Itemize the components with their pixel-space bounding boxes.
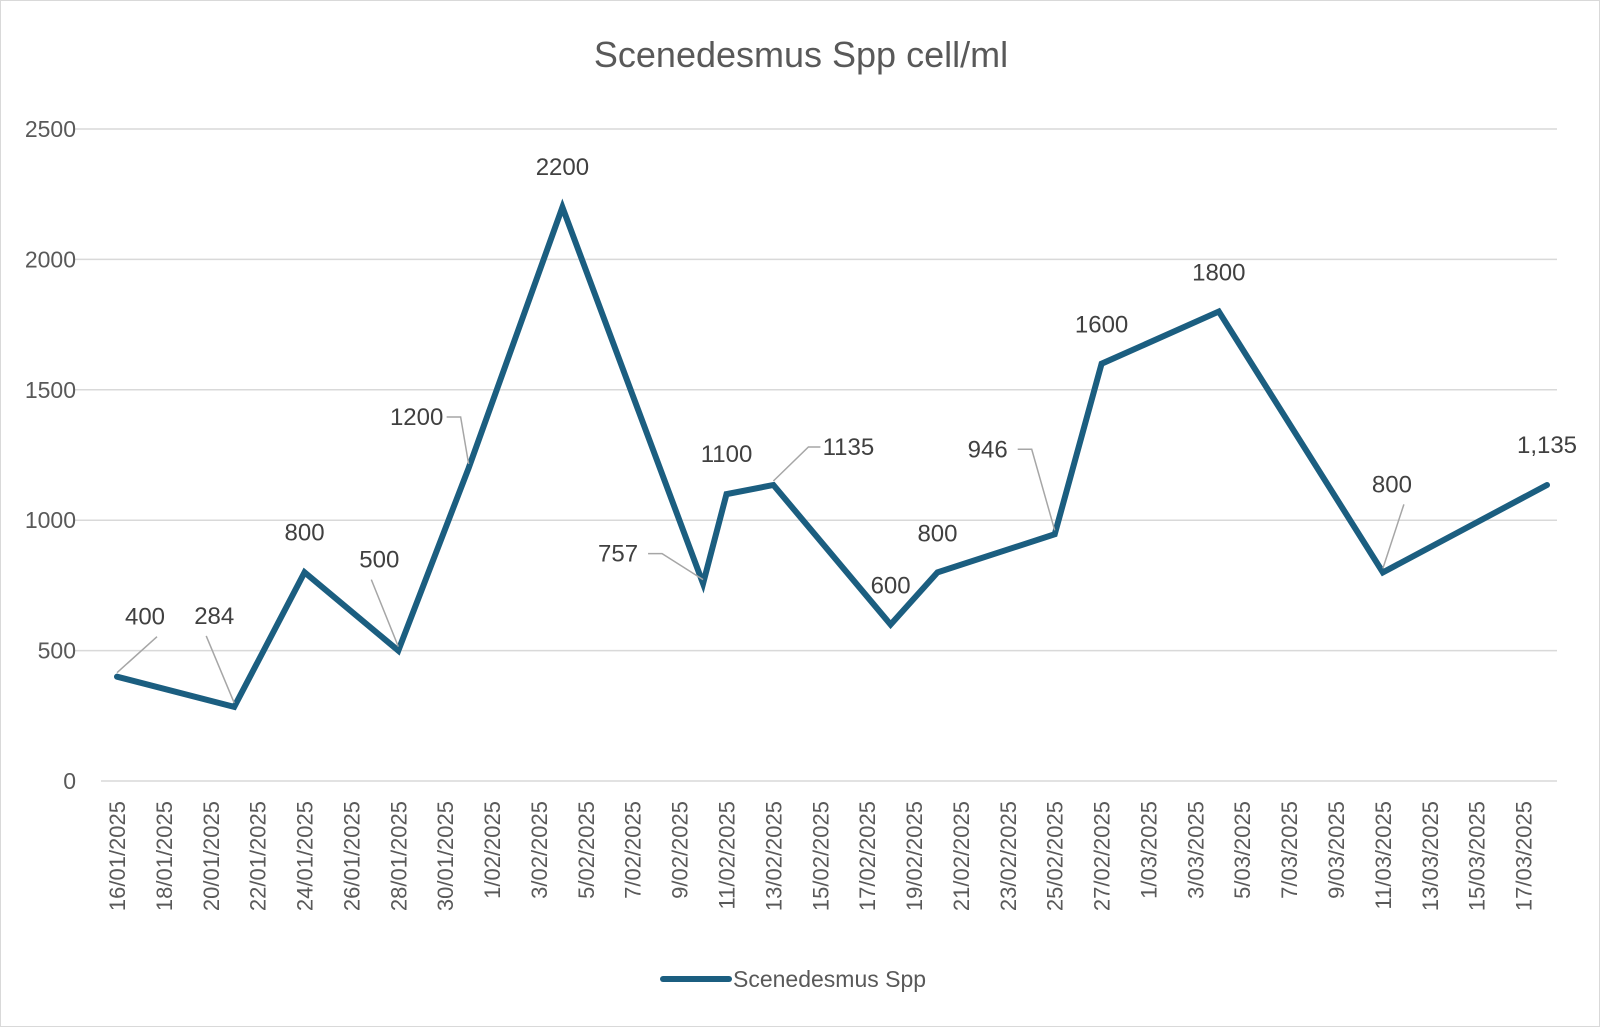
x-tick-label: 17/03/2025 xyxy=(1512,801,1537,911)
data-point xyxy=(1101,363,1103,365)
data-point xyxy=(116,676,118,678)
data-label: 800 xyxy=(285,519,325,546)
x-tick-label: 9/02/2025 xyxy=(668,801,693,899)
x-tick-label: 7/02/2025 xyxy=(621,801,646,899)
gridlines xyxy=(75,128,1557,652)
data-point xyxy=(233,706,235,708)
data-label: 757 xyxy=(598,541,638,568)
x-tick-label: 15/02/2025 xyxy=(808,801,833,911)
x-tick-label: 1/03/2025 xyxy=(1136,801,1161,899)
x-tick-label: 13/02/2025 xyxy=(761,801,786,911)
legend: Scenedesmus Spp xyxy=(660,966,926,992)
data-label: 1800 xyxy=(1192,260,1245,287)
x-tick-label: 26/01/2025 xyxy=(339,801,364,911)
x-tick-label: 9/03/2025 xyxy=(1324,801,1349,899)
x-tick-label: 24/01/2025 xyxy=(293,801,318,911)
y-tick-label: 1000 xyxy=(25,507,76,533)
data-point xyxy=(1546,484,1548,486)
data-point xyxy=(304,571,306,573)
x-tick-label: 3/03/2025 xyxy=(1183,801,1208,899)
leader-line xyxy=(116,636,158,674)
data-label: 1135 xyxy=(823,434,875,461)
x-tick-label: 20/01/2025 xyxy=(199,801,224,911)
leader-line xyxy=(446,416,470,465)
chart-title: Scenedesmus Spp cell/ml xyxy=(594,34,1008,75)
data-point xyxy=(1218,311,1220,313)
leader-line xyxy=(370,579,400,647)
x-tick-label: 21/02/2025 xyxy=(949,801,974,911)
data-point xyxy=(468,467,470,469)
y-tick-label: 0 xyxy=(63,768,76,794)
data-point xyxy=(702,583,704,585)
data-label: 284 xyxy=(194,603,234,630)
data-point xyxy=(936,571,938,573)
x-tick-label: 11/03/2025 xyxy=(1371,801,1396,909)
data-label: 1200 xyxy=(390,404,443,431)
x-tick-label: 25/02/2025 xyxy=(1043,801,1068,911)
x-tick-label: 27/02/2025 xyxy=(1090,801,1115,911)
data-label: 1100 xyxy=(701,441,753,468)
data-label: 400 xyxy=(125,604,165,631)
data-label: 1600 xyxy=(1075,312,1128,339)
y-tick-label: 1500 xyxy=(25,377,76,403)
data-point xyxy=(890,624,892,626)
x-tick-label: 28/01/2025 xyxy=(386,801,411,911)
data-label: 1,135 xyxy=(1517,432,1577,459)
data-label: 600 xyxy=(871,573,911,600)
data-label: 500 xyxy=(359,547,399,574)
leader-line xyxy=(205,635,235,704)
x-tick-label: 19/02/2025 xyxy=(902,801,927,911)
x-tick-label: 15/03/2025 xyxy=(1465,801,1490,911)
x-tick-label: 16/01/2025 xyxy=(105,801,130,911)
data-label: 800 xyxy=(917,520,957,547)
x-tick-label: 7/03/2025 xyxy=(1277,801,1302,899)
data-label: 2200 xyxy=(536,154,589,181)
y-tick-label: 500 xyxy=(38,638,76,664)
data-point xyxy=(397,650,399,652)
y-axis-ticks: 0 500 1000 1500 2000 2500 xyxy=(25,116,76,794)
x-tick-label: 22/01/2025 xyxy=(246,801,271,911)
x-axis-ticks: 16/01/2025 18/01/2025 20/01/2025 22/01/2025… xyxy=(105,801,1537,911)
y-tick-label: 2000 xyxy=(25,246,76,272)
leader-line xyxy=(1382,504,1405,569)
leader-line xyxy=(772,446,821,482)
data-label-leaders xyxy=(116,416,1405,704)
x-tick-label: 23/02/2025 xyxy=(996,801,1021,911)
leader-line xyxy=(648,552,704,581)
x-tick-label: 17/02/2025 xyxy=(855,801,880,911)
x-tick-label: 11/02/2025 xyxy=(715,801,740,909)
y-tick-label: 2500 xyxy=(25,116,76,142)
series-line xyxy=(114,198,1550,711)
legend-label: Scenedesmus Spp xyxy=(733,966,926,992)
x-tick-label: 18/01/2025 xyxy=(152,801,177,911)
x-tick-label: 5/02/2025 xyxy=(574,801,599,899)
data-series xyxy=(114,198,1550,711)
data-point xyxy=(772,484,774,486)
x-tick-label: 13/03/2025 xyxy=(1418,801,1443,911)
x-tick-label: 3/02/2025 xyxy=(527,801,552,899)
x-tick-label: 1/02/2025 xyxy=(480,801,505,899)
data-label: 800 xyxy=(1372,471,1412,498)
data-label: 946 xyxy=(968,436,1008,463)
data-point xyxy=(726,493,728,495)
x-tick-label: 30/01/2025 xyxy=(433,801,458,911)
data-point xyxy=(1054,533,1056,535)
data-point xyxy=(561,206,563,208)
leader-line xyxy=(1017,448,1056,531)
x-tick-label: 5/03/2025 xyxy=(1230,801,1255,899)
data-point xyxy=(1382,571,1384,573)
